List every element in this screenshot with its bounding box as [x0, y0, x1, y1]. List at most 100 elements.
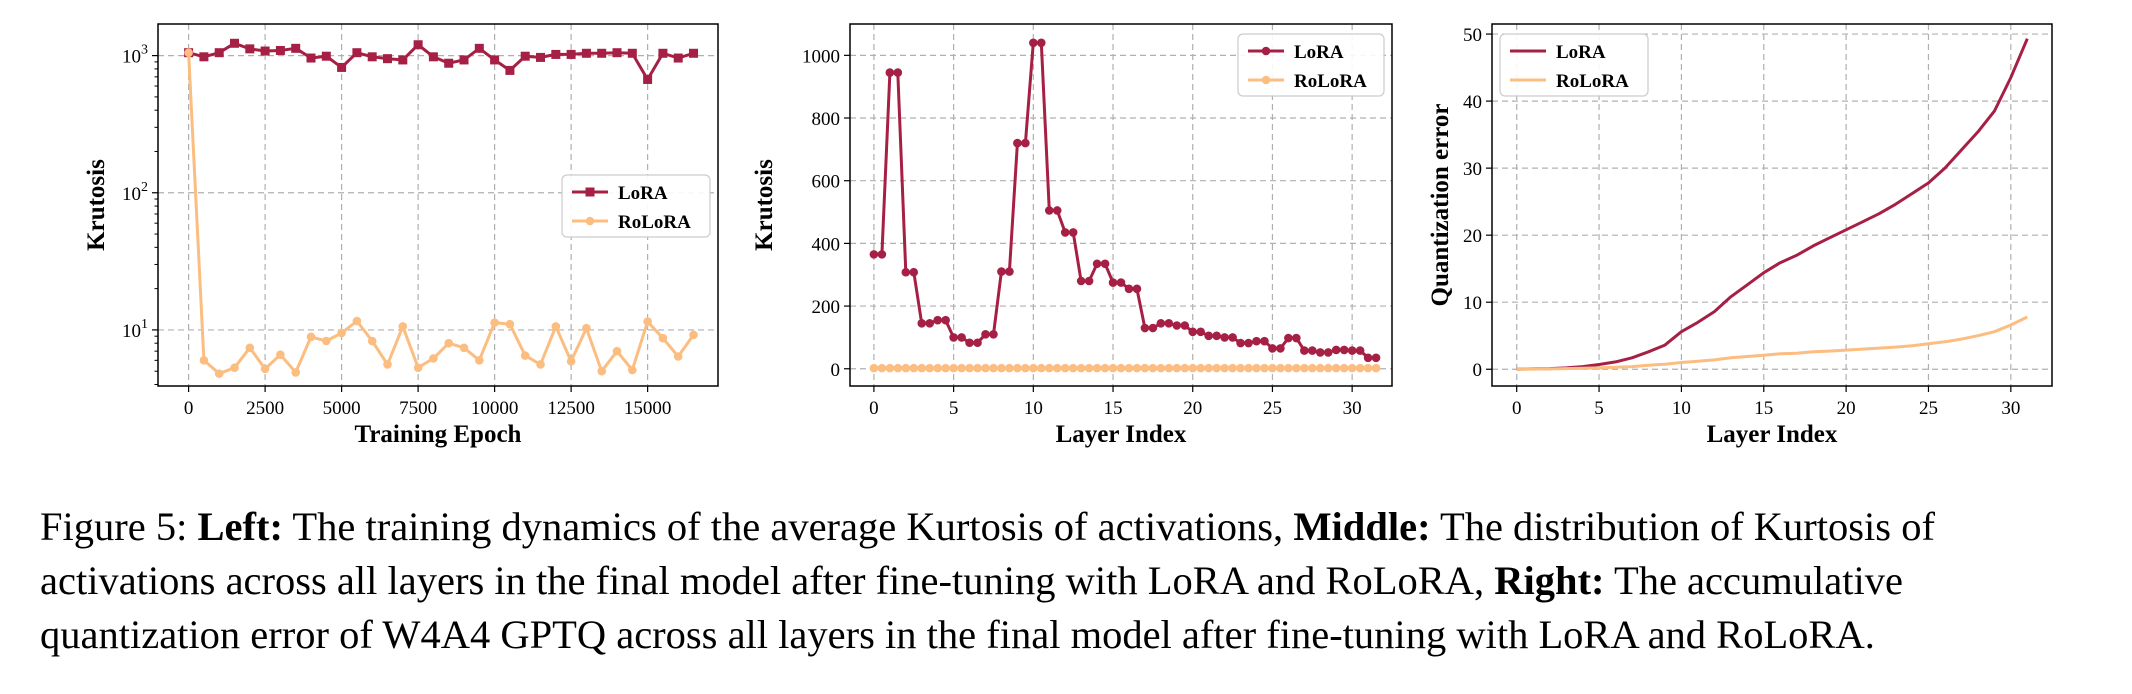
- chart-middle: 0 5 10 15 20 25 30 0 200 400 600 800 1000 Layer Index…: [751, 23, 1393, 448]
- chart-right: 0 5 10 15 20 25 30 0 10 20 30 40 50 Layer Index Quanti…: [1427, 23, 2053, 448]
- y-tick-label: 600: [812, 172, 841, 193]
- data-point: [291, 368, 301, 377]
- legend-label-lora: LoRA: [1294, 42, 1344, 63]
- data-point: [1204, 331, 1213, 341]
- data-point: [581, 48, 591, 58]
- data-point: [1029, 38, 1038, 48]
- y-tick-label: 101: [122, 317, 148, 342]
- data-point: [643, 74, 653, 84]
- data-point: [337, 328, 346, 338]
- data-point: [627, 48, 637, 58]
- data-point: [1076, 363, 1086, 373]
- data-point: [989, 329, 998, 339]
- series-line-rolora: [187, 52, 695, 376]
- series-line-rolora: [1516, 315, 2028, 371]
- data-point: [925, 319, 935, 328]
- data-point: [1156, 319, 1166, 328]
- x-axis-label: Training Epoch: [355, 421, 522, 448]
- data-point: [383, 360, 392, 369]
- data-point: [1284, 333, 1293, 343]
- caption-middle-text: The distribution of Kurtosis of: [1439, 504, 1935, 549]
- data-point: [1172, 321, 1182, 330]
- data-point: [459, 55, 469, 65]
- data-point: [997, 363, 1006, 373]
- data-point: [869, 250, 879, 259]
- data-point: [893, 68, 903, 77]
- data-point: [1355, 363, 1365, 373]
- data-point: [973, 338, 982, 348]
- legend-marker: [585, 216, 595, 226]
- data-point: [1084, 276, 1094, 286]
- data-point: [306, 53, 316, 63]
- data-point: [1188, 363, 1198, 373]
- data-point: [1108, 278, 1118, 287]
- y-tick-label: 40: [1463, 92, 1482, 113]
- data-point: [1284, 363, 1293, 373]
- legend-label-rolora: RoLoRA: [1294, 71, 1367, 92]
- data-point: [398, 55, 408, 65]
- data-point: [413, 363, 423, 373]
- data-point: [1307, 346, 1317, 355]
- x-tick-label: 15: [1104, 398, 1123, 419]
- data-point: [1196, 363, 1206, 373]
- data-point: [673, 53, 683, 63]
- data-point: [1244, 363, 1253, 373]
- caption-line-2: activations across all layers in the fin…: [40, 554, 2110, 608]
- data-point: [1156, 363, 1166, 373]
- y-tick-label: 1000: [802, 46, 840, 67]
- data-point: [1108, 363, 1118, 373]
- data-point: [1076, 276, 1086, 286]
- x-tick-label: 10: [1672, 398, 1691, 419]
- data-point: [199, 356, 209, 365]
- data-point: [1220, 363, 1229, 373]
- data-point: [322, 336, 331, 346]
- data-point: [1036, 38, 1046, 48]
- y-tick-label: 103: [122, 43, 148, 68]
- data-point: [1100, 259, 1110, 269]
- data-point: [877, 363, 887, 373]
- data-point: [1044, 363, 1054, 373]
- data-point: [965, 363, 974, 373]
- data-point: [276, 350, 285, 359]
- data-point: [1228, 363, 1237, 373]
- x-axis-label: Layer Index: [1056, 421, 1187, 448]
- data-point: [1060, 363, 1070, 373]
- legend-label-rolora: RoLoRA: [618, 212, 691, 233]
- data-point: [877, 250, 887, 259]
- caption-line-3: quantization error of W4A4 GPTQ across a…: [40, 608, 2110, 662]
- caption-left-label: Left:: [197, 504, 283, 549]
- data-point: [997, 267, 1006, 276]
- figure-caption: Figure 5: Left: The training dynamics of…: [40, 500, 2110, 662]
- data-point: [1339, 345, 1349, 355]
- data-point: [612, 48, 622, 58]
- x-tick-label: 10: [1024, 398, 1043, 419]
- data-point: [1124, 284, 1134, 294]
- data-point: [1371, 363, 1381, 373]
- data-point: [474, 43, 484, 53]
- x-tick-label: 20: [1183, 398, 1202, 419]
- data-point: [1180, 321, 1190, 330]
- data-point: [1132, 284, 1142, 294]
- data-point: [658, 48, 668, 58]
- data-point: [352, 48, 362, 58]
- data-point: [352, 316, 362, 326]
- data-point: [689, 330, 698, 340]
- data-point: [989, 363, 998, 373]
- x-tick-label: 5000: [323, 398, 361, 419]
- data-point: [957, 333, 966, 342]
- data-point: [909, 363, 919, 373]
- data-point: [1172, 363, 1182, 373]
- data-point: [885, 68, 895, 77]
- caption-right-label: Right:: [1494, 558, 1605, 603]
- x-tick-label: 0: [1512, 398, 1522, 419]
- data-point: [1347, 346, 1357, 355]
- data-point: [245, 343, 255, 353]
- data-point: [1236, 338, 1245, 348]
- x-tick-label: 2500: [246, 398, 284, 419]
- data-point: [245, 44, 255, 54]
- data-point: [909, 267, 919, 277]
- data-point: [1268, 344, 1277, 353]
- plot-frame: [157, 23, 719, 387]
- data-point: [551, 322, 561, 331]
- data-point: [582, 323, 591, 333]
